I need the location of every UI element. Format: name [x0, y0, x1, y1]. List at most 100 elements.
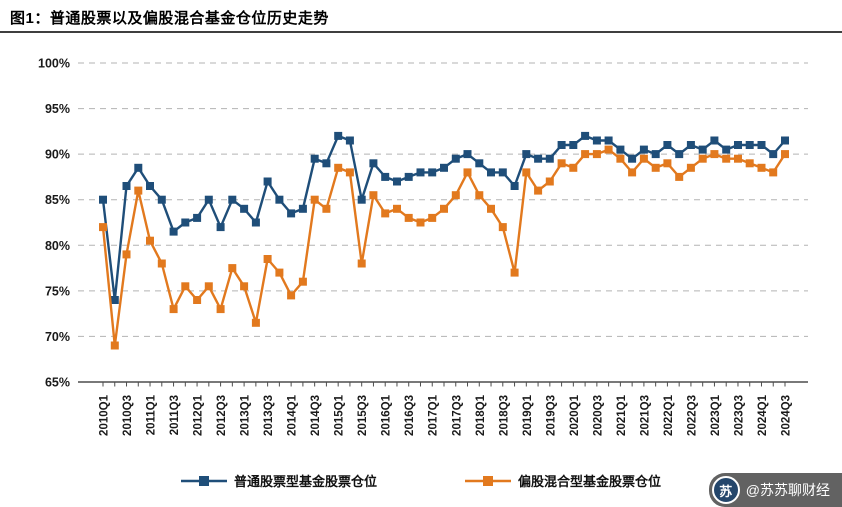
series-2-marker [428, 213, 437, 222]
series-1-marker [240, 204, 249, 213]
series-2-square-line [99, 145, 789, 350]
series-1-marker [569, 141, 578, 149]
series-2-marker [710, 150, 719, 159]
series-1-marker [216, 223, 225, 232]
series-2-marker [604, 145, 613, 154]
series-2-marker [663, 159, 672, 168]
series-2-marker [251, 318, 260, 327]
x-tick-label: 2024Q3 [781, 395, 793, 436]
legend-item-2: 偏股混合型基金股票仓位 [465, 471, 661, 490]
series-1-marker [592, 136, 601, 145]
series-1-marker [134, 163, 143, 172]
series-1-marker [510, 182, 519, 190]
series-1-marker [228, 195, 237, 204]
series-2-marker [534, 186, 543, 195]
series-2-marker [393, 204, 401, 213]
series-1-marker [451, 154, 460, 163]
legend-label-1: 普通股票型基金股票仓位 [233, 474, 377, 489]
series-2-marker [216, 305, 225, 314]
x-tick-label: 2022Q3 [686, 395, 698, 436]
series-1-marker [710, 136, 719, 145]
x-tick-label: 2022Q1 [663, 394, 675, 436]
x-axis-ticks [102, 382, 786, 387]
legend-marker-icon-1 [180, 475, 227, 486]
series-2-marker [334, 163, 343, 172]
series-2-marker [440, 204, 448, 213]
series-2-marker [204, 282, 213, 291]
x-tick-label: 2020Q3 [592, 395, 604, 436]
x-tick-label: 2019Q3 [545, 395, 557, 436]
series-1-marker [275, 195, 284, 204]
series-2-marker [404, 213, 413, 222]
series-2-marker [639, 154, 648, 163]
series-2-marker [510, 268, 519, 277]
series-2-marker [381, 209, 390, 218]
series-1-marker [428, 168, 437, 177]
series-2-marker [110, 341, 119, 350]
series-1-marker [581, 131, 590, 140]
x-tick-label: 2021Q1 [616, 394, 628, 436]
series-1-marker [651, 150, 660, 159]
series-1-marker [369, 159, 378, 168]
series-2-marker [275, 268, 284, 277]
x-tick-label: 2018Q1 [475, 394, 487, 436]
series-2-marker [451, 191, 460, 200]
series-1-marker [675, 150, 684, 159]
series-1-marker [334, 131, 343, 140]
legend-marker-icon-2 [465, 475, 511, 486]
series-1-marker [404, 172, 413, 181]
series-2-marker [769, 168, 778, 177]
series-1-marker [557, 141, 566, 149]
watermark: 苏 @苏苏聊财经 [708, 473, 842, 507]
series-1-marker [639, 145, 648, 154]
series-2-marker [557, 159, 566, 168]
series-2-marker [99, 223, 107, 232]
series-1-marker [628, 154, 637, 163]
y-tick-label: 75% [45, 284, 70, 298]
y-tick-label: 85% [45, 193, 70, 207]
series-2-marker [134, 186, 143, 195]
series-2-marker [287, 291, 296, 300]
series-2-marker [357, 259, 366, 268]
series-1-marker [734, 141, 742, 149]
series-1-marker [381, 172, 390, 181]
x-tick-label: 2020Q1 [569, 394, 581, 436]
x-tick-label: 2023Q1 [710, 394, 722, 436]
series-2-marker [734, 154, 742, 163]
series-2-marker [345, 168, 354, 177]
series-2-marker [310, 195, 319, 204]
series-1-marker [440, 163, 448, 172]
series-2-marker [240, 282, 249, 291]
series-1-marker [169, 227, 178, 236]
series-2-marker [522, 168, 531, 177]
series-1-marker [769, 150, 778, 159]
series-2-marker [781, 150, 789, 159]
series-1-marker [287, 209, 296, 218]
x-tick-label: 2013Q1 [240, 394, 252, 436]
series-2-marker [487, 204, 495, 213]
x-tick-label: 2012Q1 [193, 394, 205, 436]
series-1-path [101, 134, 786, 302]
series-2-marker [322, 204, 331, 213]
series-1-marker [146, 182, 154, 190]
series-1-marker [181, 218, 190, 227]
x-tick-label: 2016Q3 [404, 395, 416, 436]
series-1-marker [545, 154, 554, 163]
series-2-marker [581, 150, 590, 159]
series-1-marker [522, 150, 531, 159]
series-1-marker [204, 195, 213, 204]
x-tick-label: 2010Q3 [122, 395, 134, 436]
series-1-marker [251, 218, 260, 227]
legend-label-2: 偏股混合型基金股票仓位 [518, 474, 662, 489]
series-2-marker [122, 250, 131, 259]
y-tick-label: 100% [38, 57, 70, 71]
series-2-marker [545, 177, 554, 186]
series-1-marker [322, 159, 331, 168]
series-1-marker [663, 141, 672, 149]
x-tick-label: 2013Q3 [263, 395, 275, 436]
series-2-marker [628, 168, 637, 177]
series-2-marker [686, 163, 695, 172]
series-1-marker [722, 145, 731, 154]
watermark-avatar-icon: 苏 [711, 476, 740, 504]
x-tick-label: 2016Q1 [381, 394, 393, 436]
